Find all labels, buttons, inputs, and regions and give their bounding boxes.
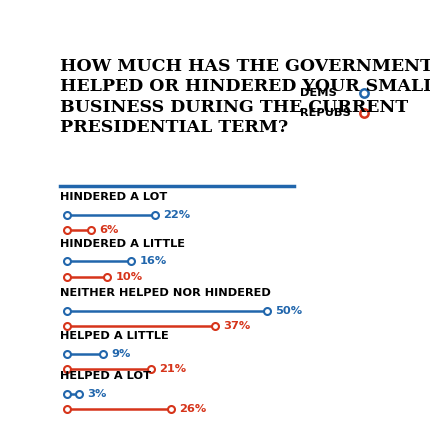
- Text: 3%: 3%: [87, 389, 107, 399]
- Text: HELPED A LITTLE: HELPED A LITTLE: [60, 332, 169, 341]
- Text: 50%: 50%: [275, 306, 302, 316]
- Text: HINDERED A LITTLE: HINDERED A LITTLE: [60, 239, 185, 249]
- Text: 16%: 16%: [139, 256, 167, 266]
- Text: NEITHER HELPED NOR HINDERED: NEITHER HELPED NOR HINDERED: [60, 289, 271, 298]
- Text: 9%: 9%: [111, 349, 131, 359]
- Text: 21%: 21%: [160, 365, 187, 375]
- Text: DEMS: DEMS: [300, 88, 337, 98]
- Text: HELPED A LOT: HELPED A LOT: [60, 371, 151, 381]
- Text: HINDERED A LOT: HINDERED A LOT: [60, 192, 168, 203]
- Text: 10%: 10%: [115, 272, 142, 282]
- Text: REPUBS: REPUBS: [300, 108, 351, 118]
- Text: 26%: 26%: [179, 404, 207, 414]
- Text: 22%: 22%: [163, 210, 190, 220]
- Text: 37%: 37%: [223, 321, 251, 332]
- Text: 6%: 6%: [99, 225, 119, 235]
- Text: HOW MUCH HAS THE GOVERNMENT
HELPED OR HINDERED YOUR SMALL
BUSINESS DURING THE CU: HOW MUCH HAS THE GOVERNMENT HELPED OR HI…: [60, 58, 430, 136]
